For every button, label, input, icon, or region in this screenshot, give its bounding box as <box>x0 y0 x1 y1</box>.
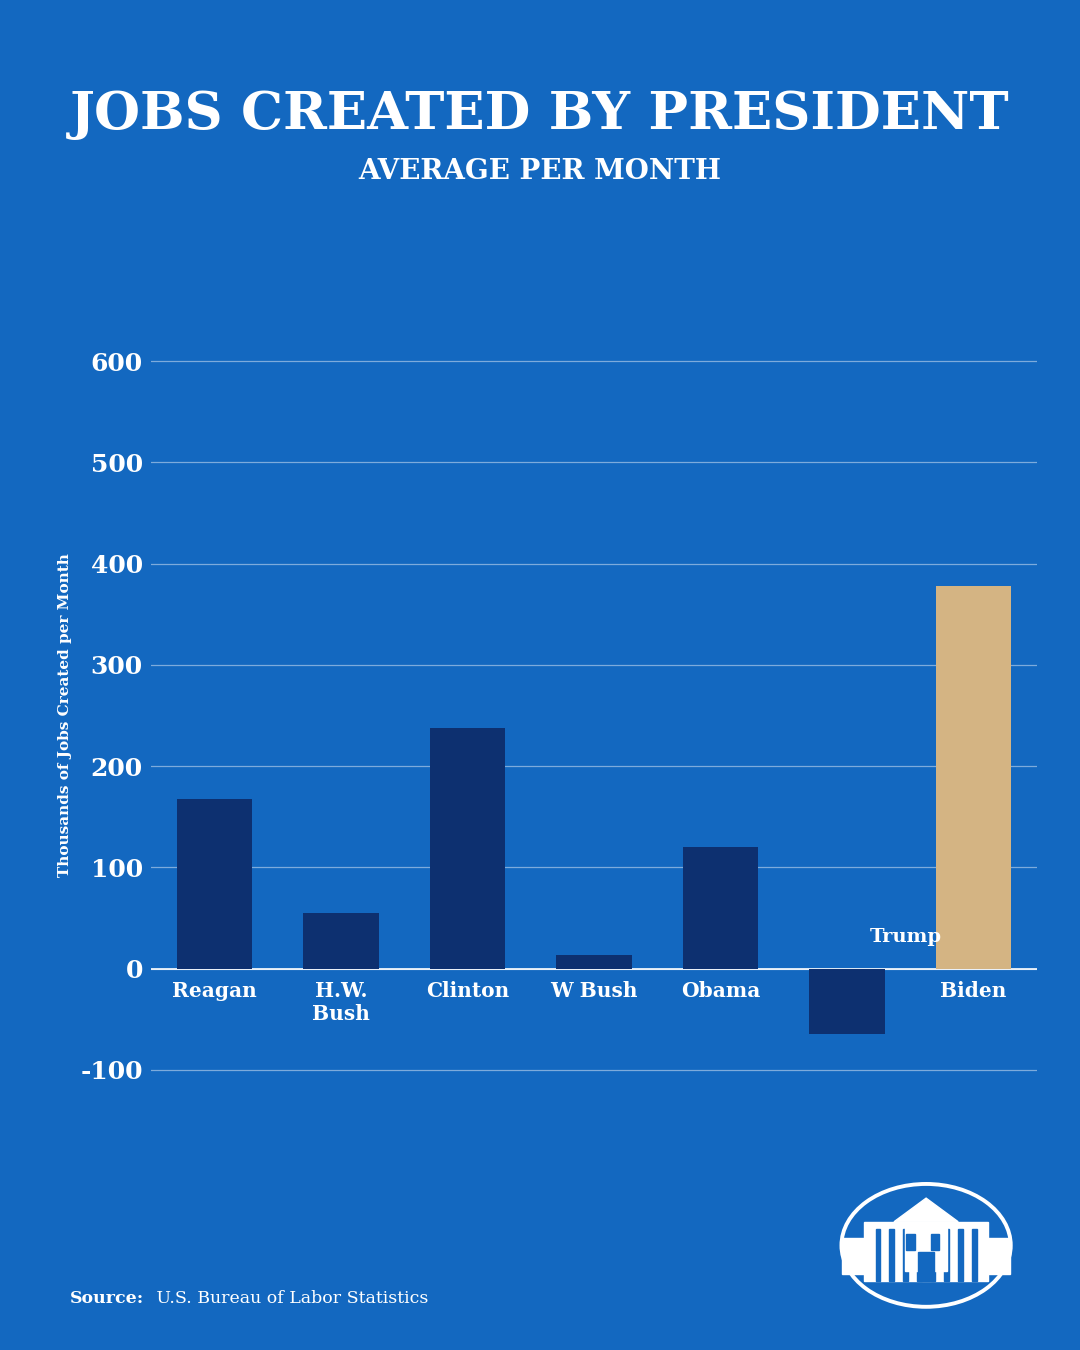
Y-axis label: Thousands of Jobs Created per Month: Thousands of Jobs Created per Month <box>58 554 72 878</box>
Bar <box>809 969 885 1034</box>
Bar <box>944 1228 949 1281</box>
Bar <box>931 1234 940 1250</box>
Bar <box>842 1238 867 1274</box>
Bar <box>876 1228 880 1281</box>
Bar <box>176 799 253 969</box>
Bar <box>906 1234 915 1250</box>
Bar <box>918 1253 934 1281</box>
Bar <box>556 956 632 969</box>
Bar <box>985 1238 1010 1274</box>
Bar <box>972 1228 976 1281</box>
Bar <box>931 1228 935 1281</box>
Bar <box>958 1228 962 1281</box>
Bar <box>917 1228 921 1281</box>
Text: Source:: Source: <box>70 1291 145 1307</box>
Bar <box>903 1228 908 1281</box>
Bar <box>430 728 505 969</box>
Bar <box>683 848 758 969</box>
Text: AVERAGE PER MONTH: AVERAGE PER MONTH <box>359 158 721 185</box>
Text: Obama: Obama <box>680 980 760 1000</box>
Bar <box>303 913 379 969</box>
Text: U.S. Bureau of Labor Statistics: U.S. Bureau of Labor Statistics <box>151 1291 429 1307</box>
Bar <box>935 586 1012 969</box>
Text: Reagan: Reagan <box>172 980 257 1000</box>
Bar <box>890 1228 894 1281</box>
Text: H.W.
Bush: H.W. Bush <box>312 980 370 1023</box>
Text: W Bush: W Bush <box>550 980 638 1000</box>
Text: Clinton: Clinton <box>426 980 509 1000</box>
Text: Trump: Trump <box>869 929 942 946</box>
Bar <box>905 1222 947 1272</box>
Polygon shape <box>894 1199 958 1222</box>
Bar <box>864 1222 988 1281</box>
Text: JOBS CREATED BY PRESIDENT: JOBS CREATED BY PRESIDENT <box>70 89 1010 140</box>
Text: Biden: Biden <box>941 980 1007 1000</box>
